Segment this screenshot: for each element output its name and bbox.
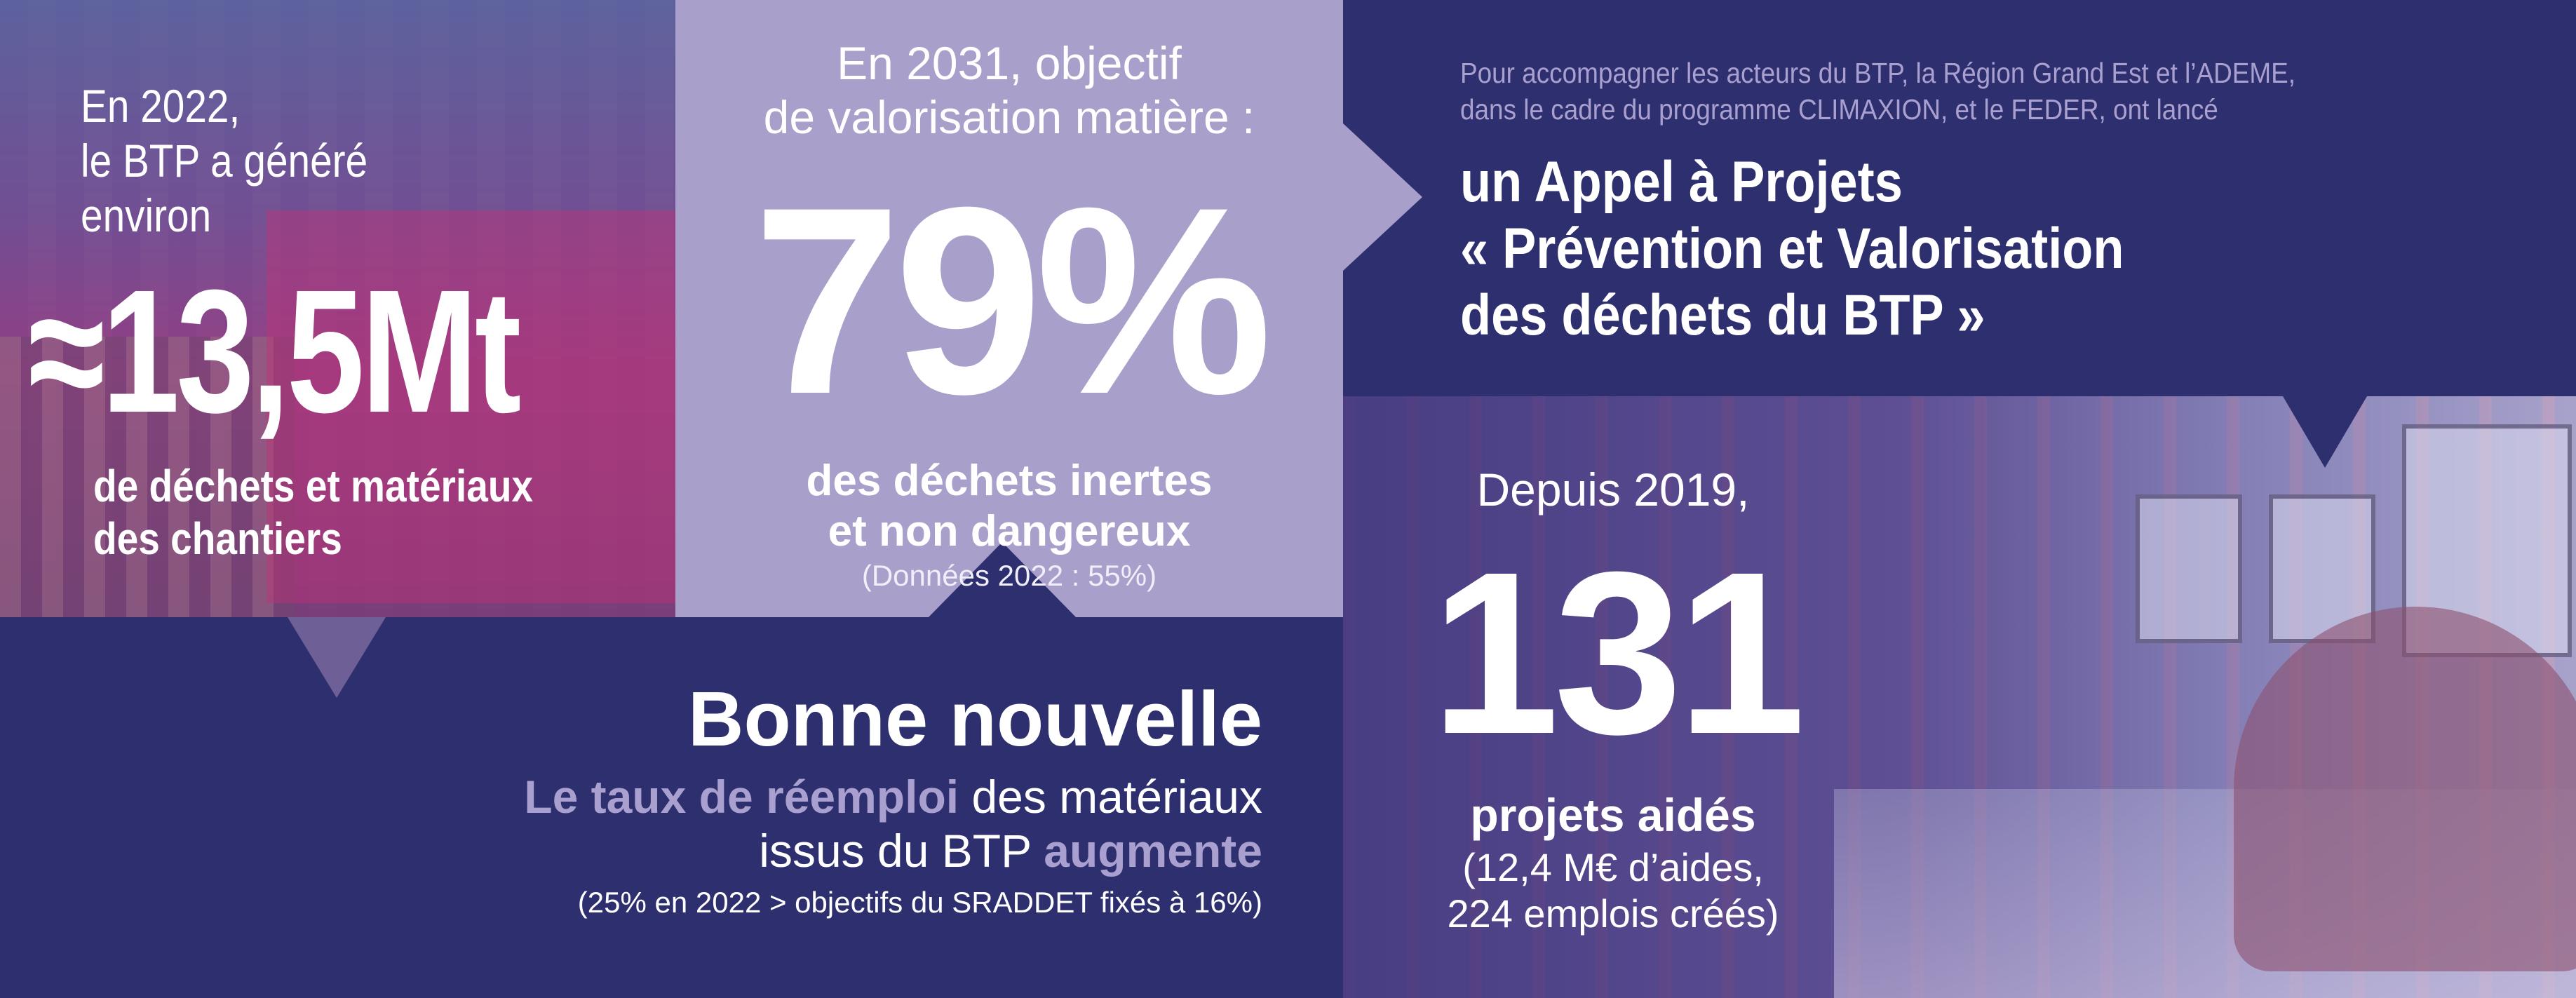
objective-panel xyxy=(675,0,1343,617)
waste-container-photo xyxy=(0,0,675,617)
call-headline: un Appel à Projets « Prévention et Valor… xyxy=(1460,149,2124,349)
objective-note: (Données 2022 : 55%) xyxy=(861,559,1157,592)
text-line: 224 emplois créés) xyxy=(1447,891,1779,936)
text-line: des déchets inertes xyxy=(806,457,1213,505)
text-line: Le taux de réemploi des matériaux xyxy=(524,770,1262,824)
objective-figure: 79% xyxy=(753,151,1273,450)
text-line: des déchets du BTP » xyxy=(1460,283,1985,347)
since-label: Depuis 2019, xyxy=(1476,464,1750,515)
text: issus du BTP xyxy=(759,825,1044,877)
text-line: le BTP a généré xyxy=(81,135,368,187)
text-line: de déchets et matériaux xyxy=(93,461,534,511)
text-line: En 2022, xyxy=(81,80,241,132)
call-intro-paragraph: Pour accompagner les acteurs du BTP, la … xyxy=(1460,55,2295,128)
dumpster xyxy=(267,210,675,603)
text: des matériaux xyxy=(959,771,1262,823)
text-line: En 2031, objectif xyxy=(837,37,1182,89)
text-line: dans le cadre du programme CLIMAXION, et… xyxy=(1460,93,2218,126)
projects-label: projets aidés xyxy=(1470,789,1756,841)
text-line: Pour accompagner les acteurs du BTP, la … xyxy=(1460,57,2295,89)
triangle-pointer-down xyxy=(288,617,386,698)
highlight: augmente xyxy=(1044,825,1262,877)
projects-figure: 131 xyxy=(1431,523,1806,782)
reuse-rate-text: Le taux de réemploi des matériaux issus … xyxy=(524,770,1262,878)
text-line: des chantiers xyxy=(93,513,342,564)
objective-subtitle: des déchets inertes et non dangereux xyxy=(675,456,1343,557)
left-subtitle: de déchets et matériaux des chantiers xyxy=(93,460,533,565)
reuse-note: (25% en 2022 > objectifs du SRADDET fixé… xyxy=(577,886,1262,919)
triangle-pointer-right xyxy=(1343,123,1422,271)
text-line: « Prévention et Valorisation xyxy=(1460,217,2124,281)
text-line: de valorisation matière : xyxy=(763,91,1255,143)
highlight: Le taux de réemploi xyxy=(524,771,959,823)
debris-pile xyxy=(2234,607,2576,971)
projects-detail: (12,4 M€ d’aides, 224 emplois créés) xyxy=(1431,844,1795,937)
objective-intro: En 2031, objectif de valorisation matièr… xyxy=(675,36,1343,144)
left-intro: En 2022, le BTP a généré environ xyxy=(81,79,367,243)
triangle-pointer-up xyxy=(928,542,1077,618)
text-line: environ xyxy=(81,189,212,241)
pallet-crates xyxy=(0,337,295,617)
call-for-projects-panel xyxy=(1343,0,2576,396)
text-line: et non dangereux xyxy=(828,507,1191,555)
text-line: (12,4 M€ d’aides, xyxy=(1462,845,1764,889)
good-news-headline: Bonne nouvelle xyxy=(688,676,1262,762)
text-line: issus du BTP augmente xyxy=(524,824,1262,878)
text-line: un Appel à Projets xyxy=(1460,150,1903,214)
construction-site-photo xyxy=(1343,396,2576,998)
waste-figure: ≈13,5Mt xyxy=(28,253,521,449)
triangle-pointer-down xyxy=(2283,396,2367,468)
window xyxy=(2136,494,2242,643)
